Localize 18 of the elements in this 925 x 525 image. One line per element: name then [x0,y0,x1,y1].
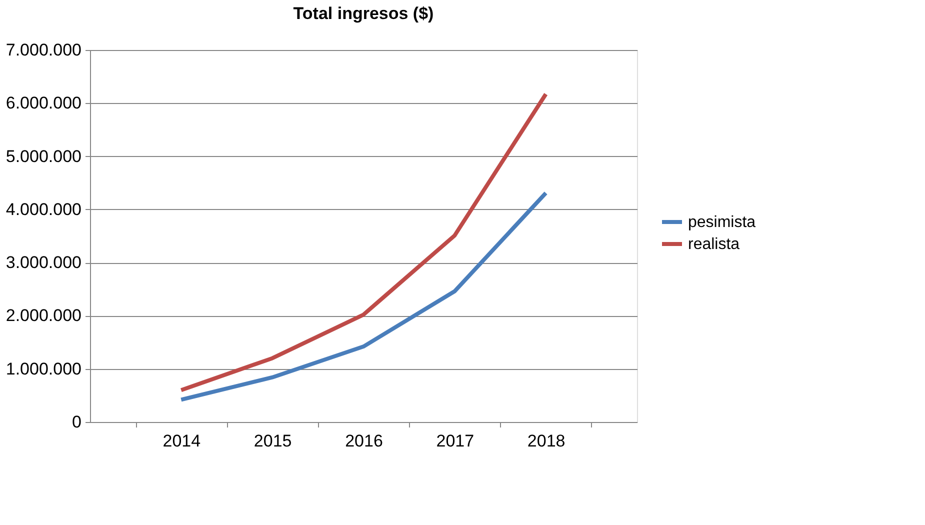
chart-title: Total ingresos ($) [293,4,434,23]
line-series [179,92,548,392]
legend-label: realista [688,236,740,253]
x-tick-label: 2014 [162,432,201,450]
x-tick-label: 2018 [527,432,566,450]
y-tick-label: 3.000.000 [6,253,82,272]
x-tick-label: 2016 [345,432,383,450]
y-tick-label: 6.000.000 [6,94,82,113]
x-tick-label: 2015 [254,432,292,450]
y-tick-label: 7.000.000 [6,40,82,60]
x-tick-label: 2017 [436,432,474,450]
y-tick-label: 1.000.000 [6,359,82,378]
y-tick-label: 4.000.000 [6,200,82,219]
y-tick-label: 0 [72,412,82,432]
y-tick-label: 2.000.000 [6,306,82,326]
line-series [179,190,548,402]
legend-label: pesimista [688,214,756,231]
y-tick-label: 5.000.000 [6,146,82,166]
